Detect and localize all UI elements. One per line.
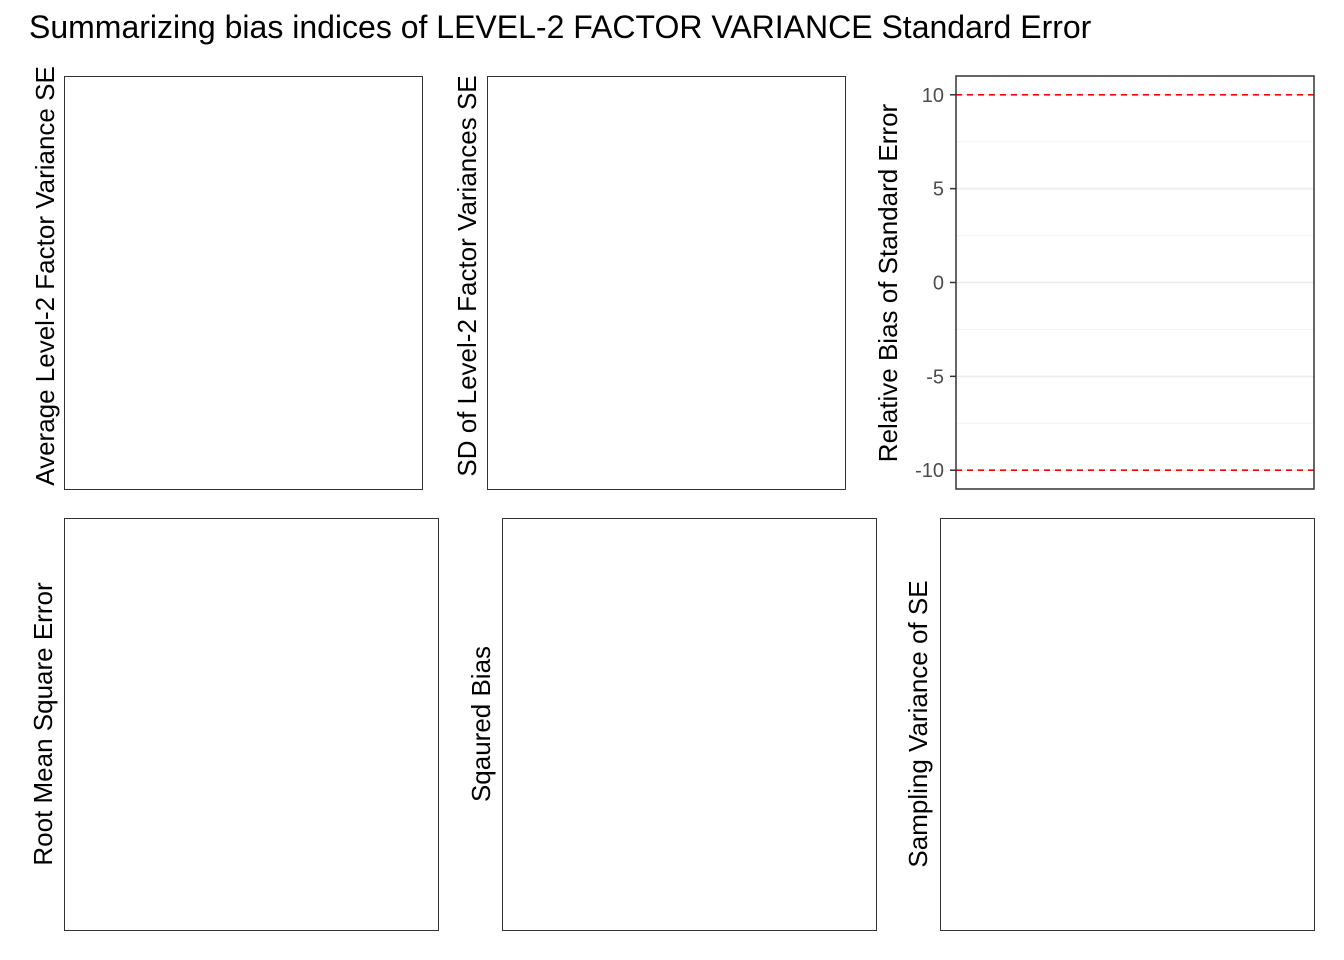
page-title: Summarizing bias indices of LEVEL-2 FACT… <box>29 9 1092 45</box>
samp-var-panel <box>940 518 1315 931</box>
rmse-ylabel: Root Mean Square Error <box>28 582 58 866</box>
y-tick-label: 10 <box>922 85 944 107</box>
y-tick-label: -10 <box>915 460 944 482</box>
avg-se-panel <box>64 76 423 490</box>
samp-var-ylabel: Sampling Variance of SE <box>903 580 933 868</box>
sq-bias-panel <box>502 518 877 931</box>
rel-bias-reference-lines <box>956 93 1314 472</box>
rel-bias-plot: -10 -5 0 5 10 <box>915 75 1315 490</box>
sd-var-ylabel: SD of Level-2 Factor Variances SE <box>452 75 482 477</box>
rmse-panel <box>64 518 439 931</box>
avg-se-ylabel-clip: Average Level-2 Factor Variance SE <box>30 48 60 504</box>
sq-bias-ylabel: Sqaured Bias <box>466 645 496 803</box>
y-tick-label: 5 <box>933 179 944 201</box>
avg-se-ylabel: Average Level-2 Factor Variance SE <box>30 66 60 486</box>
sd-var-panel <box>487 76 846 490</box>
rel-bias-panel-border <box>955 75 1315 490</box>
y-tick-label: -5 <box>926 366 944 388</box>
rel-bias-ticks: -10 -5 0 5 10 <box>915 85 956 482</box>
rel-bias-grid <box>956 94 1314 471</box>
sd-var-ylabel-clip: SD of Level-2 Factor Variances SE <box>450 48 484 504</box>
y-tick-label: 0 <box>933 273 944 295</box>
